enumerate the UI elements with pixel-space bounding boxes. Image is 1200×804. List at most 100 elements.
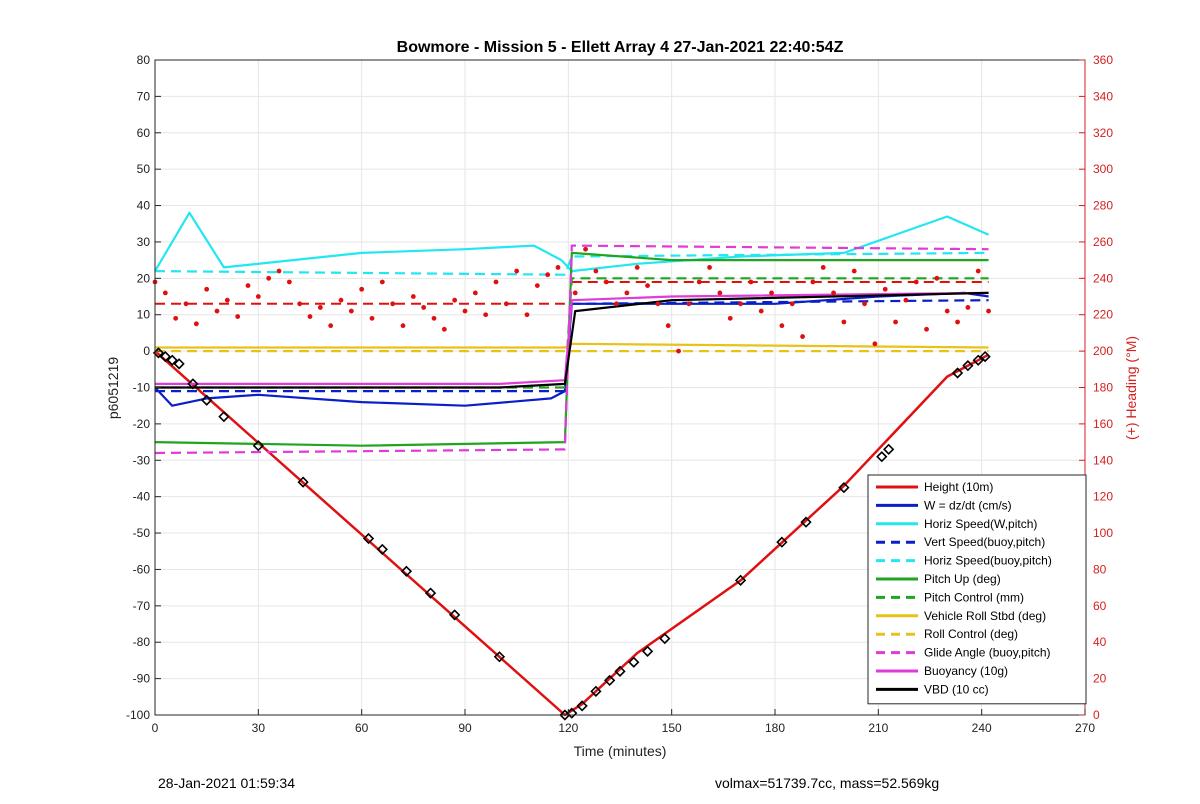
heading-point	[493, 279, 499, 285]
series-line-4	[154, 251, 989, 276]
series-line-2	[154, 211, 990, 273]
heading-point	[913, 279, 919, 285]
profile-marker	[493, 651, 506, 663]
profile-marker	[449, 609, 461, 621]
y2-tick-label: 200	[1093, 344, 1113, 358]
y-tick-label: -70	[133, 599, 151, 613]
y2-tick-label: 0	[1093, 708, 1100, 722]
heading-point	[452, 297, 458, 303]
heading-point	[955, 319, 960, 325]
heading-point	[934, 275, 940, 281]
y-tick-label: -50	[133, 526, 151, 540]
heading-point	[183, 301, 189, 307]
y-tick-label: 10	[137, 308, 151, 322]
heading-point	[255, 294, 261, 299]
heading-point	[359, 286, 365, 292]
heading-point	[431, 315, 437, 321]
y2-tick-label: 160	[1093, 417, 1113, 431]
y-tick-label: 60	[137, 126, 151, 140]
profile-marker	[297, 476, 309, 488]
y-tick-label: 20	[137, 271, 151, 285]
footer-timestamp: 28-Jan-2021 01:59:34	[158, 775, 295, 791]
legend-label-2: Horiz Speed(W,pitch)	[924, 517, 1037, 531]
heading-point	[503, 301, 509, 307]
y2-tick-label: 120	[1093, 490, 1113, 504]
x-tick-label: 60	[355, 721, 369, 735]
heading-point	[789, 301, 795, 307]
legend-label-10: Buoyancy (10g)	[924, 664, 1008, 678]
y-tick-label: -40	[133, 490, 151, 504]
heading-point	[748, 279, 754, 285]
y2-tick-label: 40	[1093, 635, 1107, 649]
heading-point	[696, 279, 702, 285]
y-tick-label: 30	[137, 235, 151, 249]
profile-marker	[734, 574, 747, 586]
x-tick-label: 180	[765, 721, 785, 735]
legend-box	[867, 474, 1087, 705]
heading-point	[676, 348, 681, 354]
heading-point	[214, 308, 220, 314]
heading-point	[266, 275, 272, 281]
x-tick-label: 270	[1075, 721, 1095, 735]
heading-point	[483, 312, 489, 318]
heading-point	[583, 246, 588, 252]
y-tick-label: -30	[133, 453, 151, 467]
heading-point	[462, 308, 468, 314]
heading-point	[779, 323, 785, 329]
y2-tick-label: 180	[1093, 381, 1113, 395]
heading-point	[317, 305, 323, 310]
footer-volmax-mass: volmax=51739.7cc, mass=52.569kg	[715, 775, 940, 791]
y2-tick-label: 320	[1093, 126, 1113, 140]
heading-point	[872, 341, 878, 347]
y2-tick-label: 360	[1093, 53, 1113, 67]
profile-marker	[362, 532, 375, 545]
x-tick-label: 30	[252, 721, 266, 735]
axes: 0 30 60 90 120 150 180 210 240 270 80 70 60 50 40 30 20 1…	[126, 53, 1113, 735]
heading-point	[472, 290, 478, 296]
y2-tick-label: 280	[1093, 199, 1113, 213]
series-line-9	[154, 244, 989, 455]
heading-point	[707, 265, 712, 270]
y2-tick-label: 80	[1093, 562, 1107, 576]
heading-point	[862, 301, 867, 307]
y2-axis-label: (+) Heading (°M)	[1123, 336, 1139, 440]
heading-point	[851, 268, 857, 274]
heading-point	[338, 297, 344, 303]
profile-marker	[659, 632, 671, 645]
profile-marker	[590, 685, 602, 697]
heading-point	[534, 283, 540, 289]
y2-tick-label: 240	[1093, 271, 1113, 285]
heading-point	[944, 308, 950, 314]
y-axis-label: p6051219	[105, 357, 121, 420]
y-tick-label: -90	[133, 672, 151, 686]
heading-point	[545, 272, 551, 278]
heading-point	[593, 268, 599, 274]
y2-tick-label: 260	[1093, 235, 1113, 249]
y2-tick-label: 100	[1093, 526, 1113, 540]
legend-label-1: W = dz/dt (cm/s)	[924, 498, 1012, 512]
heading-point	[369, 315, 375, 321]
profile-marker	[776, 536, 788, 548]
profile-marker	[252, 440, 264, 452]
y-tick-label: -20	[133, 417, 151, 431]
heading-point	[421, 305, 427, 310]
profile-marker	[159, 350, 171, 363]
series-line-1	[154, 291, 989, 407]
heading-point	[379, 279, 385, 285]
heading-point	[328, 323, 334, 329]
x-tick-label: 120	[558, 721, 578, 735]
legend-label-8: Roll Control (deg)	[924, 627, 1018, 641]
x-tick-label: 90	[458, 721, 472, 735]
heading-point	[276, 268, 282, 274]
y2-tick-label: 220	[1093, 308, 1113, 322]
heading-point	[624, 290, 630, 296]
legend-label-4: Horiz Speed(buoy,pitch)	[924, 554, 1052, 568]
heading-point	[841, 319, 847, 325]
heading-point	[297, 301, 303, 307]
profile-marker	[979, 350, 991, 363]
heading-point	[224, 297, 230, 303]
profile-marker	[800, 516, 812, 528]
heading-point	[738, 301, 743, 307]
profile-marker	[883, 443, 895, 455]
